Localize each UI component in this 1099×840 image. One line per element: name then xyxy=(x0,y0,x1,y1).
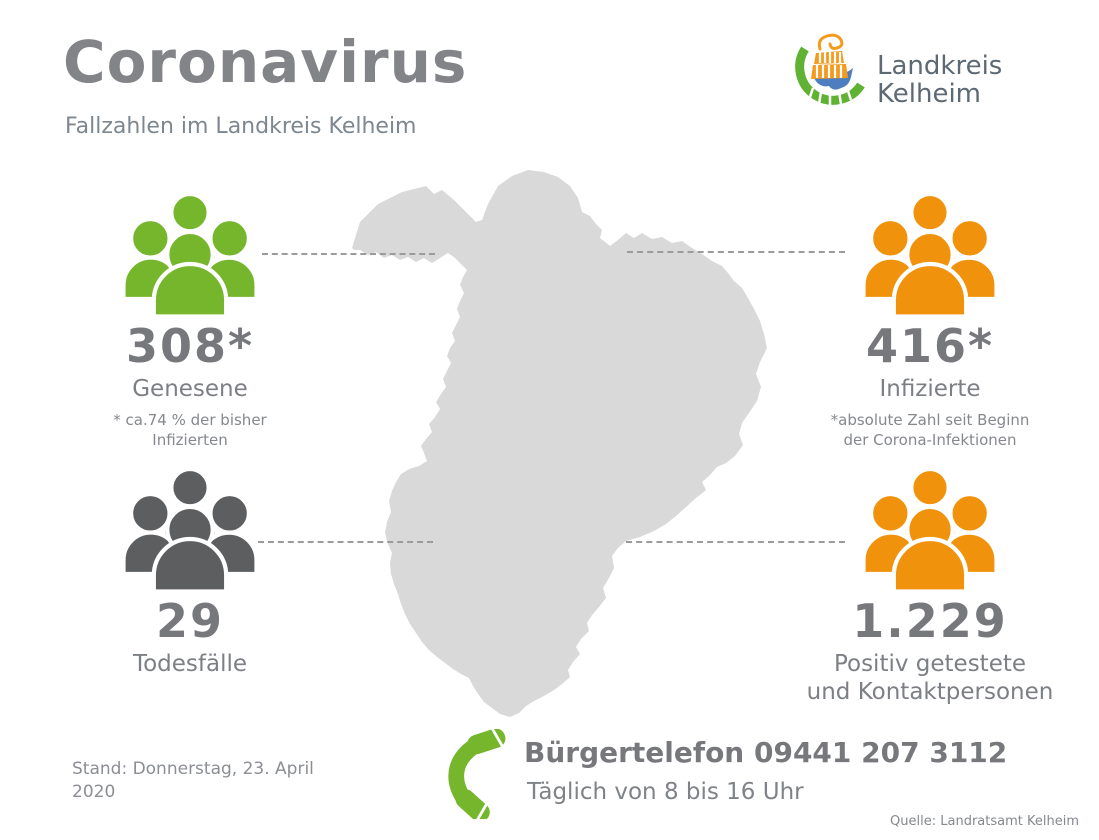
stat-value: 416* xyxy=(865,319,995,373)
stat-value: 1.229 xyxy=(852,594,1008,648)
connector-dashed-line xyxy=(626,541,845,543)
stat-genesene: 308* Genesene * ca.74 % der bisher Infiz… xyxy=(85,188,295,450)
stat-value: 308* xyxy=(125,319,255,373)
stat-label: Infizierte xyxy=(879,375,981,402)
connector-dashed-line xyxy=(627,251,845,253)
stat-label: Todesfälle xyxy=(132,650,248,677)
hotline-number: Bürgertelefon 09441 207 3112 xyxy=(524,736,1008,769)
stat-footnote: * ca.74 % der bisher Infizierten xyxy=(113,411,267,449)
stat-todesfaelle: 29 Todesfälle xyxy=(85,463,295,678)
status-date: Stand: Donnerstag, 23. April 2020 xyxy=(72,759,314,802)
people-group-icon xyxy=(120,188,260,319)
stat-positiv-getestete: 1.229 Positiv getestete und Kontaktperso… xyxy=(795,463,1065,707)
connector-dashed-line xyxy=(262,253,435,255)
hotline-hours: Täglich von 8 bis 16 Uhr xyxy=(527,779,804,805)
stat-footnote: *absolute Zahl seit Beginn der Corona-In… xyxy=(830,411,1030,449)
logo-line1: Landkreis xyxy=(877,51,1003,81)
landkreis-kelheim-logo-icon xyxy=(795,33,865,106)
stat-value: 29 xyxy=(155,594,224,648)
page-subtitle: Fallzahlen im Landkreis Kelheim xyxy=(65,114,417,139)
stat-label: Genesene xyxy=(132,375,248,402)
connector-dashed-line xyxy=(258,541,433,543)
people-group-icon xyxy=(860,463,1000,594)
source-credit: Quelle: Landratsamt Kelheim xyxy=(890,814,1079,829)
logo-line2: Kelheim xyxy=(877,79,981,110)
page-title: Coronavirus xyxy=(63,28,468,96)
stat-infizierte: 416* Infizierte *absolute Zahl seit Begi… xyxy=(795,188,1065,450)
logo-wordmark: Landkreis Kelheim xyxy=(877,52,1002,108)
stat-label: Positiv getestete und Kontaktpersonen xyxy=(806,650,1054,706)
people-group-icon xyxy=(860,188,1000,319)
people-group-icon xyxy=(120,463,260,594)
district-map-silhouette xyxy=(352,170,767,717)
phone-icon xyxy=(448,729,506,819)
